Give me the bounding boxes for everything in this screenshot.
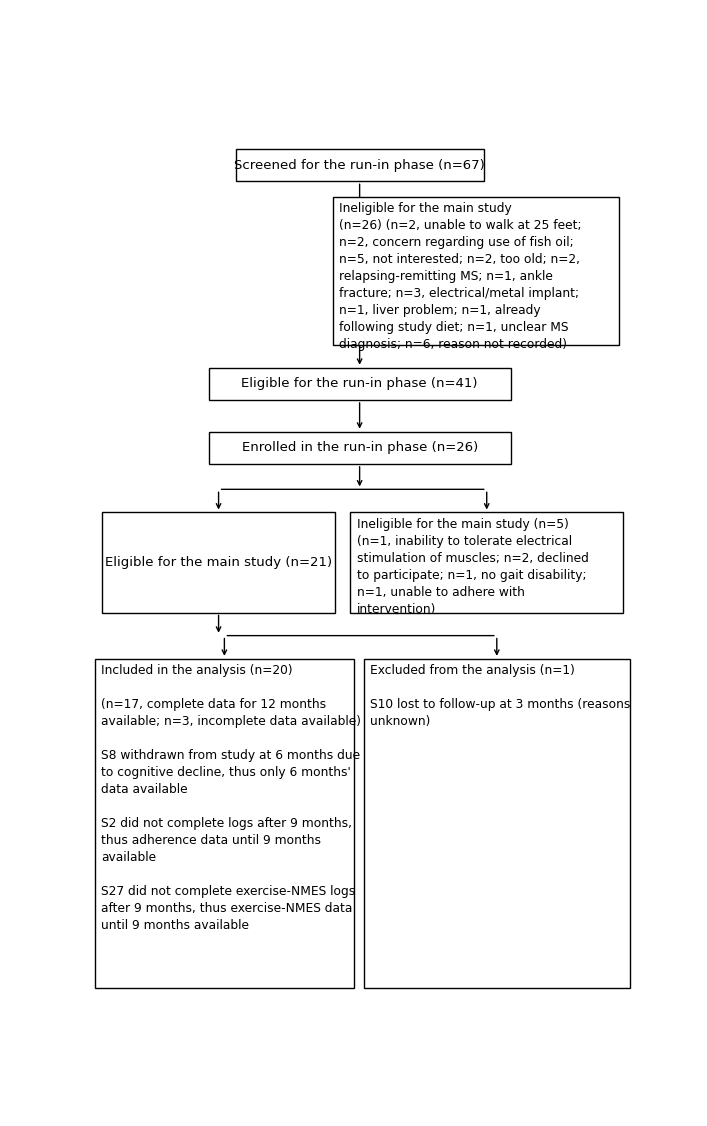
Text: Screened for the run-in phase (n=67): Screened for the run-in phase (n=67) [234, 159, 485, 171]
Bar [332, 197, 619, 345]
Text: Enrolled in the run-in phase (n=26): Enrolled in the run-in phase (n=26) [242, 441, 478, 454]
Bar [103, 512, 335, 613]
Text: Included in the analysis (n=20)

(n=17, complete data for 12 months
available; n: Included in the analysis (n=20) (n=17, c… [101, 664, 361, 932]
Bar [95, 659, 354, 989]
Text: Eligible for the run-in phase (n=41): Eligible for the run-in phase (n=41) [241, 377, 478, 391]
Text: Ineligible for the main study
(n=26) (n=2, unable to walk at 25 feet;
n=2, conce: Ineligible for the main study (n=26) (n=… [339, 202, 581, 351]
Bar [209, 368, 510, 400]
Text: Excluded from the analysis (n=1)

S10 lost to follow-up at 3 months (reasons
unk: Excluded from the analysis (n=1) S10 los… [370, 664, 630, 729]
Bar [351, 512, 623, 613]
Text: Ineligible for the main study (n=5)
(n=1, inability to tolerate electrical
stimu: Ineligible for the main study (n=5) (n=1… [356, 518, 588, 616]
Text: Eligible for the main study (n=21): Eligible for the main study (n=21) [105, 556, 332, 569]
Bar [363, 659, 630, 989]
Bar [209, 431, 510, 464]
Bar [235, 149, 484, 181]
